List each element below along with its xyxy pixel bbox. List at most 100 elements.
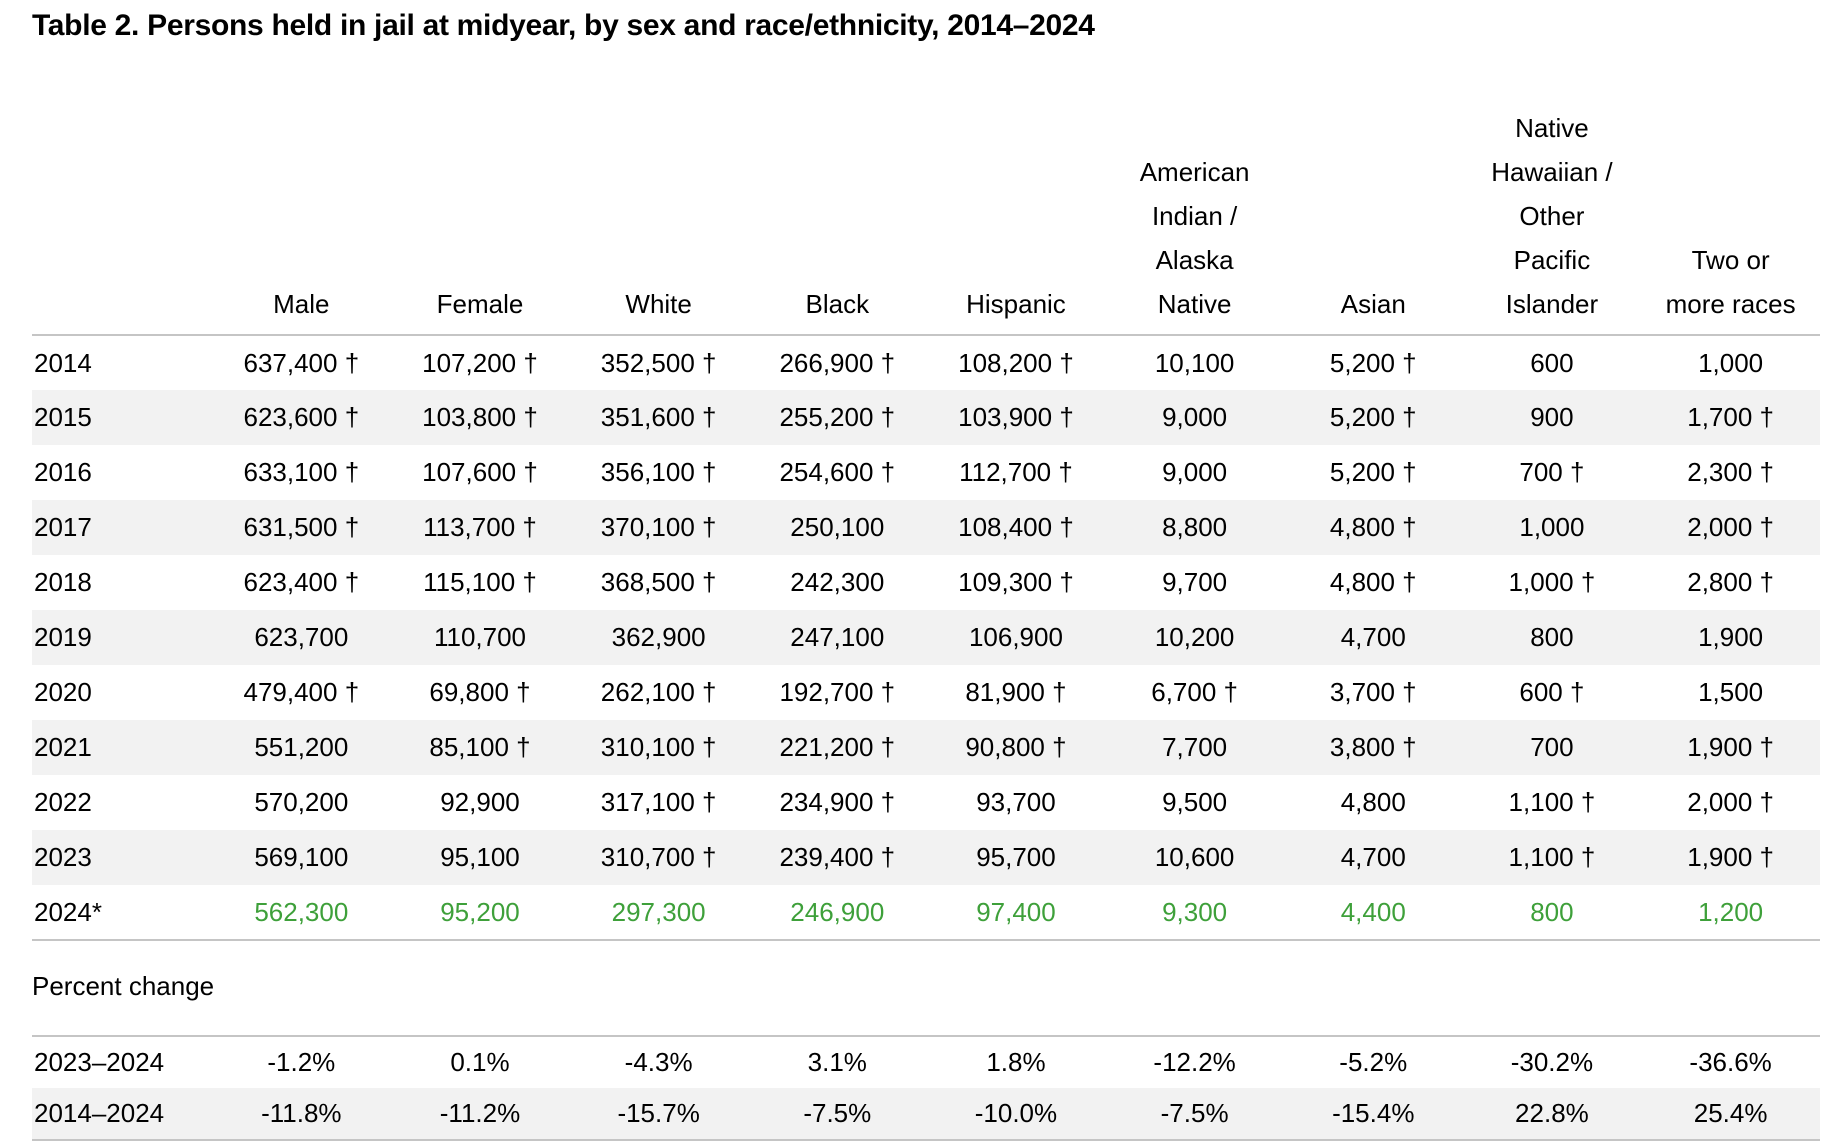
value-cell: 115,100 † bbox=[423, 567, 537, 597]
value-cell: 69,800 † bbox=[429, 677, 531, 707]
value-cell: 112,700 † bbox=[959, 457, 1073, 487]
value-cell: 479,400 † bbox=[243, 677, 360, 707]
year-cell: 2024* bbox=[32, 885, 212, 941]
value-cell: 108,200 † bbox=[958, 347, 1074, 378]
value-cell: 113,700 † bbox=[423, 512, 537, 542]
value-cell: 110,700 bbox=[433, 622, 527, 652]
percent-value-cell: 0.1% bbox=[450, 1047, 510, 1077]
value-cell: 10,200 bbox=[1154, 622, 1235, 652]
percent-value-cell: -11.2% bbox=[390, 1088, 570, 1141]
column-header: Hispanic bbox=[926, 106, 1106, 336]
percent-value-cell: -15.7% bbox=[569, 1088, 748, 1141]
value-cell: 2,800 † bbox=[1687, 567, 1774, 597]
value-cell: 4,400 bbox=[1283, 885, 1463, 941]
column-header: White bbox=[569, 106, 748, 336]
value-cell: 95,700 bbox=[976, 842, 1056, 872]
year-cell: 2019 bbox=[34, 622, 92, 652]
value-cell: 81,900 † bbox=[965, 677, 1067, 707]
year-range-cell: 2023–2024 bbox=[34, 1047, 165, 1077]
value-cell: 297,300 bbox=[569, 885, 748, 941]
value-cell: 9,300 bbox=[1105, 885, 1284, 941]
percent-value-cell: -1.2% bbox=[267, 1047, 336, 1077]
column-header: Two or more races bbox=[1641, 106, 1820, 336]
percent-value-cell: -5.2% bbox=[1339, 1047, 1408, 1077]
value-cell: 800 bbox=[1462, 885, 1642, 941]
value-cell: 90,800 † bbox=[965, 732, 1067, 762]
value-cell: 1,000 † bbox=[1508, 567, 1596, 597]
value-cell: 106,900 bbox=[968, 622, 1063, 652]
percent-value-cell: -7.5% bbox=[1105, 1088, 1284, 1141]
value-cell: 93,700 bbox=[976, 787, 1056, 817]
header-row: Male Female White Black Hispanic American Ind… bbox=[32, 106, 1820, 336]
table-row: 2015 623,600 † 103,800 † 351,600 † 255,200 †… bbox=[32, 390, 1820, 445]
table-row: 2022 570,200 92,900 317,100 † 234,900 † 93,70… bbox=[32, 775, 1820, 830]
value-cell: 2,000 † bbox=[1687, 512, 1774, 542]
year-cell: 2017 bbox=[34, 512, 92, 542]
table-row: 2024* 562,300 95,200 297,300 246,900 97,400 9,… bbox=[32, 885, 1820, 941]
column-header: Native Hawaiian / Other Pacific Islander bbox=[1462, 106, 1642, 336]
value-cell: 356,100 † bbox=[600, 457, 717, 487]
value-cell: 4,700 bbox=[1340, 842, 1406, 872]
value-cell: 1,900 † bbox=[1687, 732, 1774, 762]
value-cell: 9,700 bbox=[1162, 567, 1228, 597]
percent-value-cell: 1.8% bbox=[986, 1047, 1046, 1077]
value-cell: 107,600 † bbox=[422, 457, 538, 487]
value-cell: 1,900 † bbox=[1687, 842, 1774, 872]
value-cell: 242,300 bbox=[790, 567, 885, 597]
value-cell: 262,100 † bbox=[600, 677, 717, 707]
table-row: 2016 633,100 † 107,600 † 356,100 † 254,600 †… bbox=[32, 445, 1820, 500]
value-cell: 95,200 bbox=[390, 885, 570, 941]
value-cell: 247,100 bbox=[790, 622, 885, 652]
table-header: Male Female White Black Hispanic American Ind… bbox=[32, 106, 1820, 336]
value-cell: 103,800 † bbox=[422, 402, 538, 432]
table-row: 2018 623,400 † 115,100 † 368,500 † 242,300 10… bbox=[32, 555, 1820, 610]
jail-population-table: Male Female White Black Hispanic American Ind… bbox=[32, 106, 1820, 941]
percent-value-cell: 22.8% bbox=[1462, 1088, 1642, 1141]
value-cell: 9,000 bbox=[1162, 457, 1228, 487]
table-row: 2017 631,500 † 113,700 † 370,100 † 250,100 10… bbox=[32, 500, 1820, 555]
table-row: 2020 479,400 † 69,800 † 262,100 † 192,700 † 8… bbox=[32, 665, 1820, 720]
value-cell: 8,800 bbox=[1162, 512, 1228, 542]
value-cell: 10,100 bbox=[1154, 347, 1235, 378]
value-cell: 108,400 † bbox=[958, 512, 1074, 542]
value-cell: 255,200 † bbox=[779, 402, 896, 432]
percent-value-cell: 25.4% bbox=[1641, 1088, 1820, 1141]
table-body: 2014 637,400 † 107,200 † 352,500 † 266,900 †… bbox=[32, 335, 1820, 941]
value-cell: 2,300 † bbox=[1687, 457, 1774, 487]
value-cell: 9,000 bbox=[1162, 402, 1228, 432]
value-cell: 551,200 bbox=[254, 732, 349, 762]
value-cell: 351,600 † bbox=[600, 402, 717, 432]
percent-value-cell: 3.1% bbox=[807, 1047, 867, 1077]
percent-value-cell: -36.6% bbox=[1689, 1047, 1772, 1077]
value-cell: 631,500 † bbox=[243, 512, 360, 542]
value-cell: 368,500 † bbox=[600, 567, 717, 597]
value-cell: 1,000 bbox=[1698, 347, 1764, 378]
value-cell: 266,900 † bbox=[779, 347, 896, 378]
percent-value-cell: -4.3% bbox=[624, 1047, 693, 1077]
value-cell: 700 † bbox=[1519, 457, 1585, 487]
value-cell: 107,200 † bbox=[422, 347, 538, 378]
year-cell: 2022 bbox=[34, 787, 92, 817]
table-row: 2023 569,100 95,100 310,700 † 239,400 † 95,70… bbox=[32, 830, 1820, 885]
value-cell: 637,400 † bbox=[243, 347, 360, 378]
value-cell: 317,100 † bbox=[600, 787, 717, 817]
year-cell: 2016 bbox=[34, 457, 92, 487]
percent-value-cell: -30.2% bbox=[1510, 1047, 1594, 1077]
year-cell: 2023 bbox=[34, 842, 92, 872]
value-cell: 239,400 † bbox=[779, 842, 896, 872]
value-cell: 1,500 bbox=[1698, 677, 1764, 707]
table-row: 2019 623,700 110,700 362,900 247,100 106,900 1… bbox=[32, 610, 1820, 665]
value-cell: 623,600 † bbox=[243, 402, 360, 432]
value-cell: 570,200 bbox=[254, 787, 349, 817]
value-cell: 97,400 bbox=[926, 885, 1106, 941]
value-cell: 10,600 bbox=[1154, 842, 1235, 872]
value-cell: 1,100 † bbox=[1508, 787, 1596, 817]
value-cell: 600 † bbox=[1519, 677, 1585, 707]
value-cell: 95,100 bbox=[440, 842, 520, 872]
value-cell: 633,100 † bbox=[243, 457, 360, 487]
value-cell: 900 bbox=[1530, 402, 1574, 432]
value-cell: 1,000 bbox=[1519, 512, 1585, 542]
year-cell: 2021 bbox=[34, 732, 92, 762]
value-cell: 600 bbox=[1530, 347, 1574, 378]
